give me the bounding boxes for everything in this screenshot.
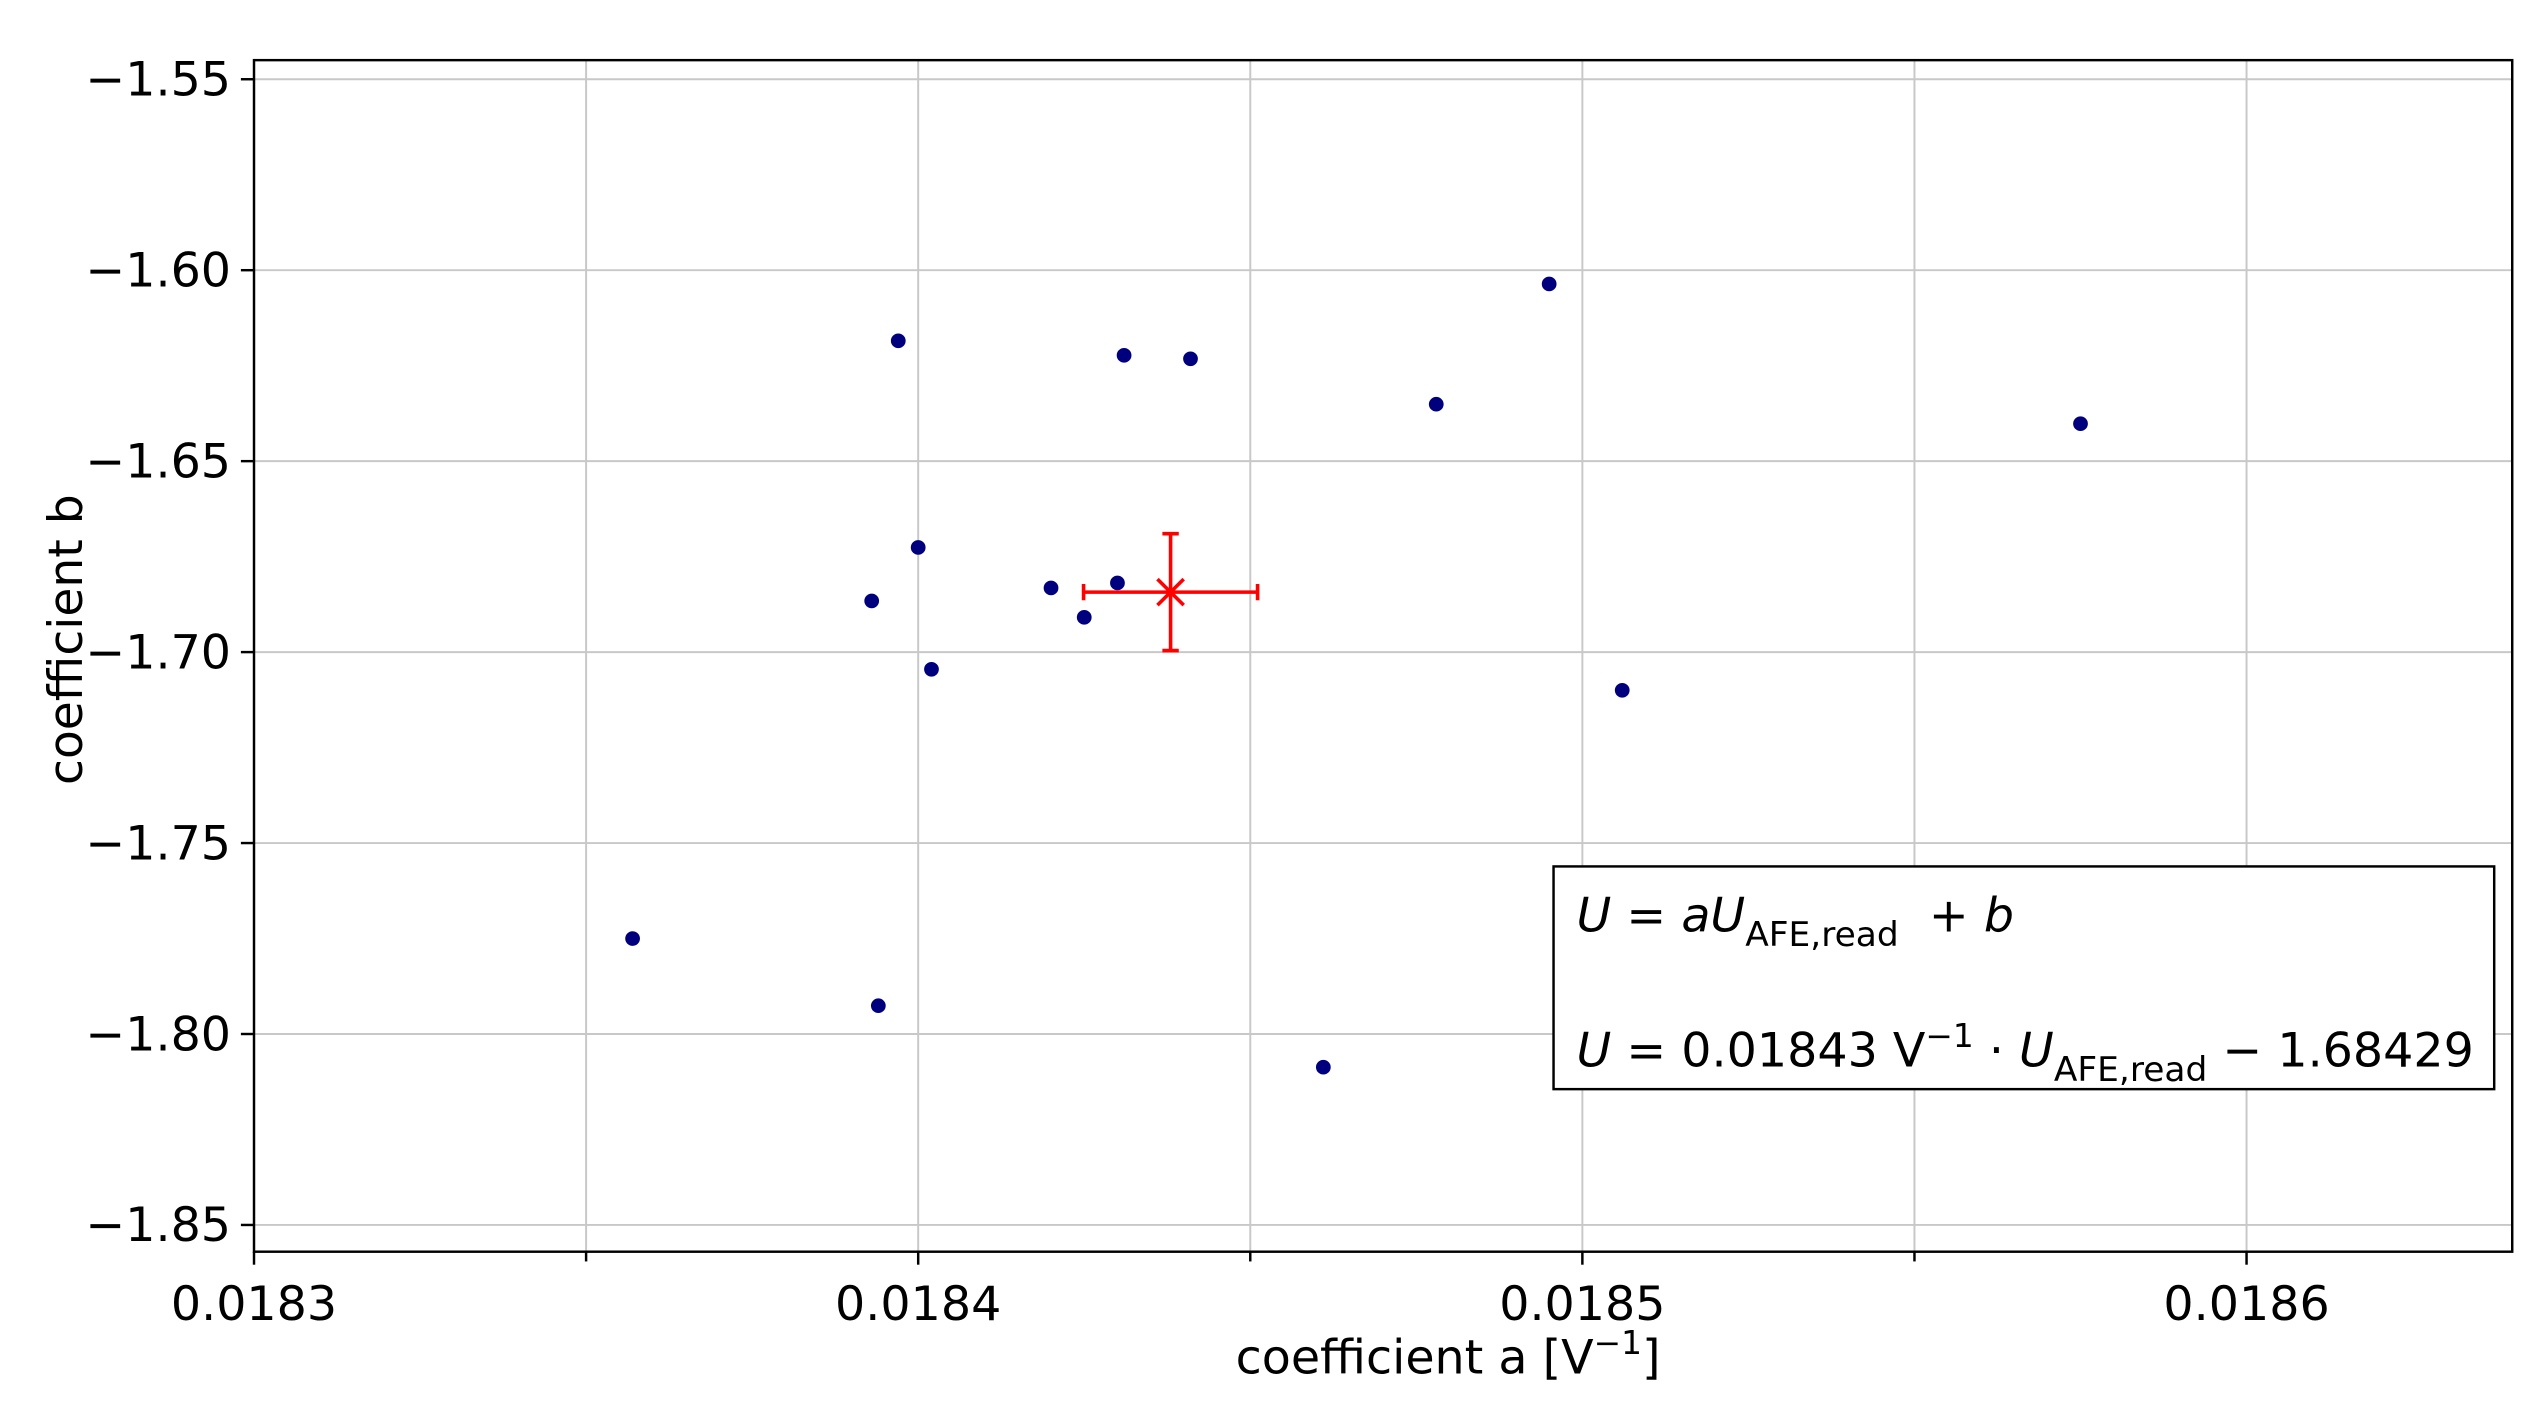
x-tick-label: 0.0186 (2163, 1277, 2329, 1332)
data-point (924, 661, 939, 677)
data-point (1076, 610, 1092, 625)
data-point (1043, 580, 1059, 596)
data-point (1541, 276, 1557, 292)
data-point (1315, 1059, 1331, 1075)
data-point (890, 333, 906, 349)
text-part: U (2019, 1024, 2054, 1079)
data-point (1116, 348, 1132, 363)
text-part: = (1611, 889, 1681, 944)
data-point (870, 998, 886, 1014)
data-point (2073, 416, 2088, 432)
text-part: −1 (1925, 1017, 1973, 1055)
text-part: = 0.01843 V (1611, 1024, 1925, 1079)
text-part: U (1576, 1024, 1611, 1079)
y-tick-label: −1.80 (85, 1007, 231, 1062)
text-part: · (1974, 1024, 2019, 1079)
data-point (864, 593, 880, 609)
plot-frame (252, 58, 2514, 1253)
mean-marker (1156, 577, 1185, 607)
data-point (1110, 575, 1125, 591)
data-point (910, 540, 926, 555)
y-axis-label: coefficient b (39, 494, 94, 785)
y-tick-label: −1.70 (85, 626, 231, 681)
data-point (1428, 396, 1444, 412)
text-part: ] (1642, 1331, 1661, 1386)
data-point (625, 931, 640, 946)
x-tick-label: 0.0184 (835, 1277, 1001, 1332)
text-part: aU (1681, 889, 1745, 944)
text-part: − 1.68429 (2207, 1024, 2474, 1079)
text-part: U (1576, 889, 1611, 944)
y-tick-label: −1.75 (85, 816, 231, 871)
data-point (1183, 351, 1198, 367)
y-tick-label: −1.65 (85, 435, 231, 490)
y-tick-label: −1.85 (85, 1198, 231, 1253)
text-part: AFE,read (2054, 1050, 2207, 1090)
text-part: + (1899, 889, 1984, 944)
text-part: AFE,read (1745, 915, 1898, 955)
text-part: b (1984, 889, 2014, 944)
annotation-line: U = 0.01843 V−1 · UAFE,read − 1.68429 (1576, 1017, 2473, 1090)
text-part: coefficient a [V (1236, 1331, 1594, 1386)
y-tick-label: −1.60 (85, 244, 231, 299)
annotation-box (1552, 865, 2496, 1091)
y-tick-label: −1.55 (85, 53, 231, 108)
x-axis-label: coefficient a [V−1] (1236, 1324, 1661, 1385)
x-tick-label: 0.0183 (171, 1277, 337, 1332)
annotation-line: U = aUAFE,read + b (1576, 889, 2014, 955)
data-point (1614, 682, 1630, 698)
text-part: −1 (1594, 1324, 1642, 1362)
x-tick-label: 0.0185 (1499, 1277, 1665, 1332)
